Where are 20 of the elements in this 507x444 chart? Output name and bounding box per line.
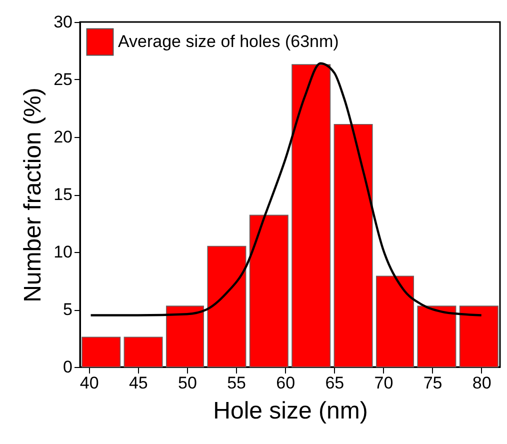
y-tick-label: 30 [54,12,72,32]
y-tick-label: 10 [54,242,72,262]
x-tick-label: 80 [472,374,492,392]
x-tick-label: 45 [128,374,148,392]
x-tick-label: 40 [80,374,99,392]
x-axis-title: Hole size (nm) [213,398,368,424]
x-tick-label: 75 [423,374,442,392]
y-axis-title: Number fraction (%) [20,88,47,302]
line-series [90,62,482,316]
x-tick-label: 70 [374,374,394,392]
y-tick-label: 5 [63,300,72,319]
legend-label: Average size of holes (63nm) [118,32,339,51]
y-tick-label: 15 [54,185,72,204]
y-tick-label: 20 [54,128,72,146]
x-tick-label: 65 [325,374,344,392]
y-tick-label: 25 [54,70,72,89]
x-tick-label: 60 [276,374,296,392]
x-tick-label: 55 [227,374,246,392]
x-tick-label: 50 [178,374,197,392]
y-tick-label: 0 [63,358,72,376]
